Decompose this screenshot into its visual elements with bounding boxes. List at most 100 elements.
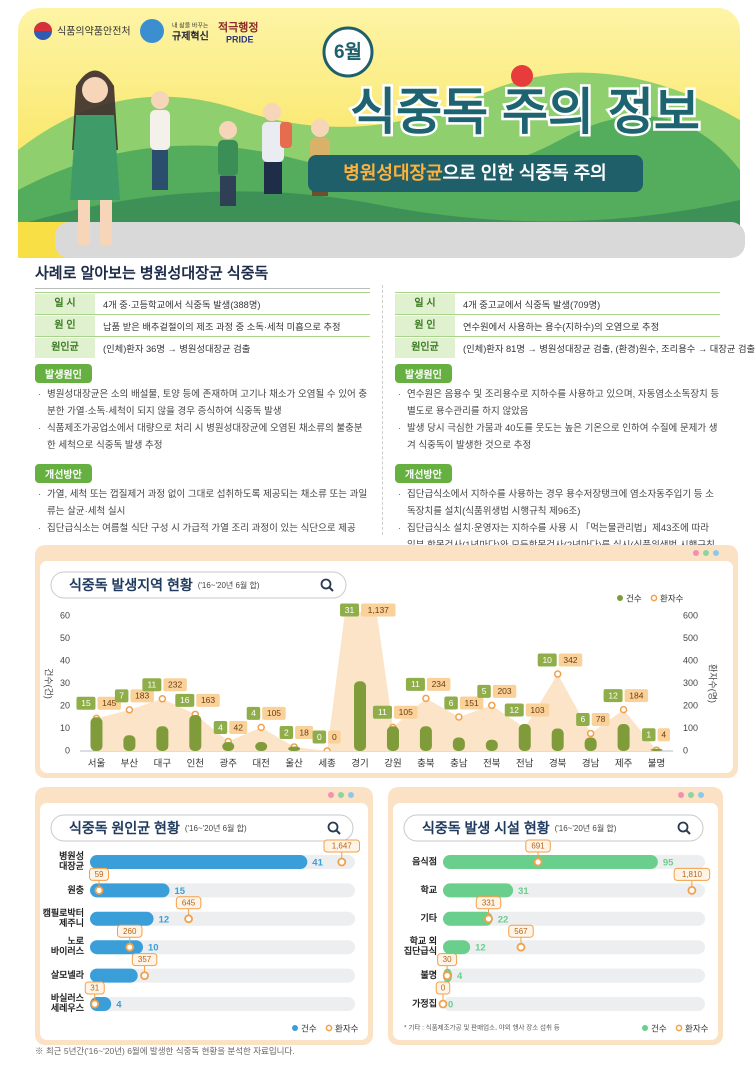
track — [443, 940, 705, 955]
section-tag: 개선방안 — [35, 464, 92, 483]
patient-label: 691 — [531, 842, 545, 851]
patient-label: 234 — [432, 679, 446, 689]
patient-label-box — [459, 696, 484, 710]
x-tick-label: 제주 — [615, 759, 633, 770]
patient-label-box — [163, 678, 187, 692]
bullet: 병원성대장균은 소의 배설물, 토양 등에 존재하며 고기나 채소가 오염될 수… — [38, 386, 370, 420]
dot — [703, 550, 709, 556]
patient-point — [586, 729, 595, 738]
count-bar — [485, 739, 498, 751]
patient-label: 31 — [90, 984, 99, 993]
patient-label: 357 — [138, 955, 152, 964]
case: 일 시 4개 중·고등학교에서 식중독 발생(388명) 원 인 납품 받은 배추겉절… — [35, 292, 370, 541]
count-label: 16 — [180, 695, 190, 705]
patient-label: 342 — [563, 655, 577, 665]
x-tick-label: 부산 — [121, 759, 139, 770]
y-tick-label: 10 — [60, 723, 70, 733]
patient-label-box — [393, 705, 418, 719]
patient-label: 183 — [135, 691, 149, 701]
row-text: 4개 중·고등학교에서 식중독 발생(388명) — [103, 299, 261, 310]
count-label-box — [279, 726, 294, 739]
category-label: 가정집 — [412, 997, 437, 1008]
patient-label: 0 — [441, 984, 446, 993]
count-bar — [123, 735, 136, 751]
count-label-box — [504, 703, 524, 717]
dot — [678, 792, 684, 798]
patient-label-box — [435, 981, 451, 995]
y-tick-label: 20 — [60, 700, 70, 710]
count-label-box — [114, 689, 129, 703]
bullet: 집단급식소에서 지하수를 사용하는 경우 용수저장탱크에 염소자동주입기 등 소… — [398, 486, 720, 520]
patient-label: 151 — [465, 698, 479, 708]
subtitle: 병원성대장균으로 인한 식중독 주의 — [343, 163, 606, 183]
x-tick-label: 충남 — [450, 759, 468, 770]
patient-label-box — [492, 684, 517, 698]
category-label: 캠필로박터 제주니 — [43, 907, 84, 928]
count-bar — [354, 681, 367, 751]
count-label: 41 — [312, 858, 323, 869]
count-label: 11 — [411, 679, 420, 689]
count-label: 11 — [378, 707, 387, 717]
y2-tick-label: 200 — [683, 700, 698, 710]
patient-label-box — [196, 693, 220, 707]
count-bar — [386, 726, 399, 751]
search-icon — [335, 829, 341, 835]
count-label: 4 — [116, 1000, 122, 1011]
count-label: 10 — [542, 655, 552, 665]
patient-area — [96, 612, 657, 751]
patient-label-box — [673, 867, 711, 881]
pride: PRIDE — [226, 34, 254, 44]
count-label: 12 — [475, 943, 486, 954]
legend-label: 건수 — [626, 593, 642, 603]
x-tick-label: 인천 — [187, 759, 204, 770]
category-label: 학교 외 집단급식 — [404, 936, 437, 957]
chart-title: 식중독 원인균 현황 ('16~'20년 6월 합) — [69, 820, 247, 836]
count-label-box — [213, 721, 228, 735]
patient-point — [125, 706, 134, 714]
patient-point — [90, 999, 100, 1009]
count-bar — [443, 940, 471, 955]
count-bar — [617, 724, 630, 751]
header: 식품의약품안전처 내 삶을 바꾸는 규제혁신 적극행정 PRIDE 6월 식중독… — [18, 8, 745, 258]
count-label: 7 — [119, 691, 124, 701]
track — [90, 911, 355, 926]
case-row: 원 인 연수원에서 사용하는 용수(지하수)의 오염으로 추정 — [395, 314, 720, 336]
count-bar — [189, 715, 202, 751]
track — [443, 968, 705, 983]
patient-point — [337, 857, 347, 867]
logo — [140, 19, 164, 43]
patient-label-box — [624, 689, 649, 703]
patient-label-box — [130, 689, 154, 703]
cases-title: 사례로 알아보는 병원성대장균 식중독 — [35, 262, 370, 289]
chart-title: 식중독 발생지역 현황 ('16~'20년 6월 합) — [69, 577, 260, 593]
patient-label-box — [558, 653, 583, 667]
slogan: 규제혁신 — [172, 30, 209, 43]
x-tick-label: 서울 — [88, 759, 106, 770]
y-tick-label: 0 — [65, 745, 70, 755]
track — [443, 997, 705, 1011]
patient-point — [619, 705, 628, 714]
search-icon — [677, 821, 689, 833]
dot — [348, 792, 354, 798]
chart: 식중독 발생지역 현황 ('16~'20년 6월 합)01020304050600… — [35, 545, 738, 778]
row-label: 원 인 — [395, 315, 455, 336]
patient-label: 260 — [123, 927, 137, 936]
patient-point — [140, 971, 149, 981]
patient-label: 18 — [299, 727, 309, 737]
count-label-box — [340, 603, 360, 617]
dot — [338, 792, 344, 798]
patient-label-box — [591, 712, 610, 726]
patient-label-box — [229, 721, 248, 735]
y2-tick-label: 500 — [683, 633, 698, 643]
y2-tick-label: 300 — [683, 678, 698, 688]
divider — [382, 285, 383, 535]
row-label: 원인균 — [35, 337, 95, 358]
patient-label: 103 — [530, 705, 544, 715]
footer: ※ 최근 5년간('16~'20년) 6월에 발생한 식중독 현황을 분석한 자… — [35, 1046, 295, 1056]
patient-label: 145 — [102, 698, 116, 708]
count-bar — [90, 940, 143, 955]
category-label: 불명 — [420, 969, 437, 980]
x-tick-label: 경기 — [351, 758, 368, 770]
patient-point — [442, 971, 452, 981]
